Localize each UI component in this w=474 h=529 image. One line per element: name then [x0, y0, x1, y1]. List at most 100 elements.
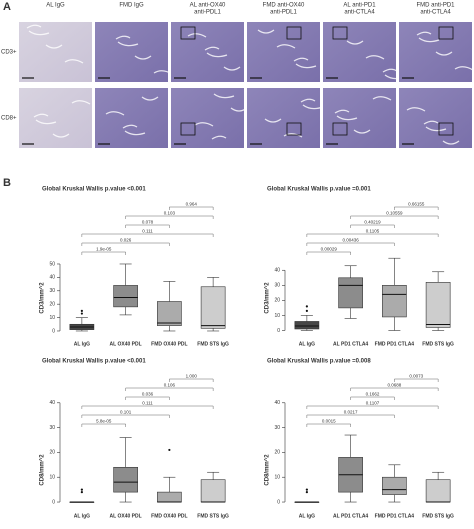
- significance-bracket: [306, 405, 439, 409]
- column-header: FMD IgG: [119, 3, 144, 9]
- significance-bracket: [125, 387, 214, 391]
- tissue-gap: [418, 37, 440, 43]
- box: [157, 301, 182, 326]
- y-tick-label: 20: [49, 450, 55, 456]
- y-tick-label: 10: [274, 313, 280, 319]
- x-tick-label: AL IgG: [74, 341, 90, 347]
- p-value: 0.1662: [366, 392, 380, 397]
- box: [294, 321, 320, 330]
- column-header: anti-PDL1: [194, 10, 221, 16]
- p-value: 0.00436: [342, 238, 359, 243]
- outlier: [305, 305, 308, 308]
- outlier: [80, 488, 83, 491]
- box: [382, 476, 407, 495]
- histology-image: [399, 88, 472, 148]
- box: [113, 285, 138, 308]
- significance-bracket: [306, 242, 395, 246]
- inset-box: [286, 26, 302, 40]
- x-tick-label: FMD STS IgG: [422, 341, 454, 347]
- tissue-gap: [425, 126, 447, 132]
- outlier: [80, 312, 83, 315]
- p-value: 0.111: [142, 401, 153, 406]
- y-tick-label: 20: [274, 450, 280, 456]
- histology-image: [171, 88, 244, 148]
- outlier: [80, 491, 83, 494]
- significance-bracket: [125, 396, 170, 400]
- p-value: 0.106: [164, 383, 176, 388]
- tissue-gap: [302, 104, 324, 110]
- x-tick-label: FMD STS IgG: [422, 513, 454, 519]
- row-label: CD8+: [1, 116, 17, 122]
- histology-image: [399, 22, 472, 82]
- significance-bracket: [306, 414, 395, 418]
- significance-bracket: [306, 423, 351, 427]
- y-tick-label: 50: [49, 261, 55, 267]
- box: [157, 491, 182, 503]
- tissue-gap: [365, 55, 385, 60]
- box: [113, 466, 138, 493]
- p-value: 0.103: [164, 211, 176, 216]
- significance-bracket: [350, 224, 395, 228]
- significance-bracket: [81, 242, 170, 246]
- x-tick-label: AL PD1 CTLA4: [333, 513, 368, 519]
- tissue-gap: [353, 129, 371, 134]
- y-tick-label: 40: [274, 268, 280, 274]
- tissue-gap: [334, 109, 350, 114]
- y-axis-label: CD3/mm^2: [40, 282, 46, 314]
- tissue-gap: [204, 46, 220, 51]
- x-tick-label: FMD OX40 PDL: [151, 341, 187, 347]
- column-header: anti-CTLA4: [344, 10, 375, 16]
- significance-bracket: [350, 396, 395, 400]
- p-value: 0.0217: [344, 410, 358, 415]
- box: [200, 286, 226, 329]
- significance-bracket: [350, 387, 439, 391]
- x-tick-label: FMD OX40 PDL: [151, 513, 187, 519]
- y-tick-label: 30: [274, 283, 280, 289]
- x-tick-label: FMD PD1 CTLA4: [375, 513, 415, 519]
- p-value: 0.66155: [408, 202, 425, 207]
- inset-box: [438, 26, 454, 40]
- tissue-gap: [264, 118, 282, 123]
- p-value: 1.9e-05: [96, 247, 112, 252]
- tissue-gap: [293, 57, 309, 62]
- significance-bracket: [394, 206, 439, 210]
- outlier: [168, 448, 171, 452]
- x-tick-label: AL PD1 CTLA4: [333, 341, 368, 347]
- x-tick-label: FMD STS IgG: [197, 513, 229, 519]
- x-tick-label: FMD STS IgG: [197, 341, 229, 347]
- y-tick-label: 40: [274, 400, 280, 406]
- box: [338, 277, 363, 309]
- y-tick-label: 0: [52, 499, 55, 505]
- x-tick-label: AL OX40 PDL: [110, 341, 142, 347]
- y-tick-label: 30: [274, 425, 280, 431]
- tissue-gap: [416, 31, 432, 36]
- y-tick-label: 20: [49, 302, 55, 308]
- tissue-gap: [346, 40, 364, 45]
- p-value: 0.0688: [387, 383, 401, 388]
- inset-box: [180, 122, 196, 136]
- x-tick-label: AL OX40 PDL: [110, 513, 142, 519]
- box: [425, 282, 451, 328]
- significance-bracket: [81, 251, 126, 255]
- y-tick-label: 0: [277, 499, 280, 505]
- significance-bracket: [81, 423, 126, 427]
- column-header: FMD anti-OX40: [263, 3, 305, 9]
- tissue-gap: [187, 33, 207, 38]
- tissue-gap: [71, 100, 91, 105]
- tissue-gap: [122, 124, 138, 129]
- column-header: anti-CTLA4: [420, 10, 451, 16]
- tissue-gap: [28, 30, 50, 36]
- p-value: 0.10559: [386, 211, 403, 216]
- significance-bracket: [306, 233, 439, 237]
- y-axis-label: CD8/mm^2: [40, 454, 46, 486]
- significance-bracket: [306, 251, 351, 255]
- p-value: 0.101: [120, 410, 132, 415]
- p-value: 0.036: [142, 392, 154, 397]
- tissue-gap: [105, 111, 125, 116]
- tissue-gap: [454, 66, 474, 71]
- histology-image: [95, 22, 168, 82]
- significance-bracket: [81, 233, 214, 237]
- tissue-gap: [33, 113, 49, 118]
- tissue-gap: [206, 52, 228, 58]
- p-value: 0.0073: [409, 374, 423, 379]
